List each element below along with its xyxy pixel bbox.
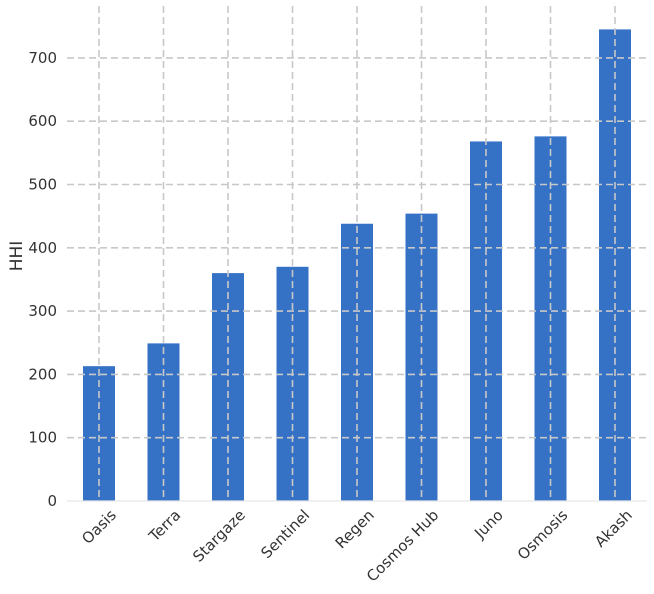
x-tick-label-stargaze: Stargaze [189, 506, 249, 566]
y-tick-label-0: 0 [47, 492, 57, 510]
y-tick-label-500: 500 [28, 176, 57, 194]
x-tick-label-sentinel: Sentinel [257, 506, 313, 562]
y-tick-label-600: 600 [28, 112, 57, 130]
x-tick-label-osmosis: Osmosis [514, 506, 572, 564]
x-tick-label-akash: Akash [591, 506, 636, 551]
y-axis-label: HHI [7, 241, 27, 272]
x-tick-label-oasis: Oasis [78, 506, 120, 548]
y-tick-label-700: 700 [28, 49, 57, 67]
bar-oasis [83, 366, 115, 501]
x-tick-label-terra: Terra [145, 506, 185, 546]
y-tick-labels: 0 100 200 300 400 500 600 700 [28, 49, 57, 510]
y-tick-label-300: 300 [28, 302, 57, 320]
y-tick-label-100: 100 [28, 429, 57, 447]
bar-terra [147, 343, 180, 501]
grid-layer [67, 6, 647, 502]
x-tick-label-regen: Regen [332, 506, 378, 552]
x-tick-label-juno: Juno [470, 506, 507, 543]
y-tick-label-200: 200 [28, 365, 57, 383]
y-tick-label-400: 400 [28, 239, 57, 257]
